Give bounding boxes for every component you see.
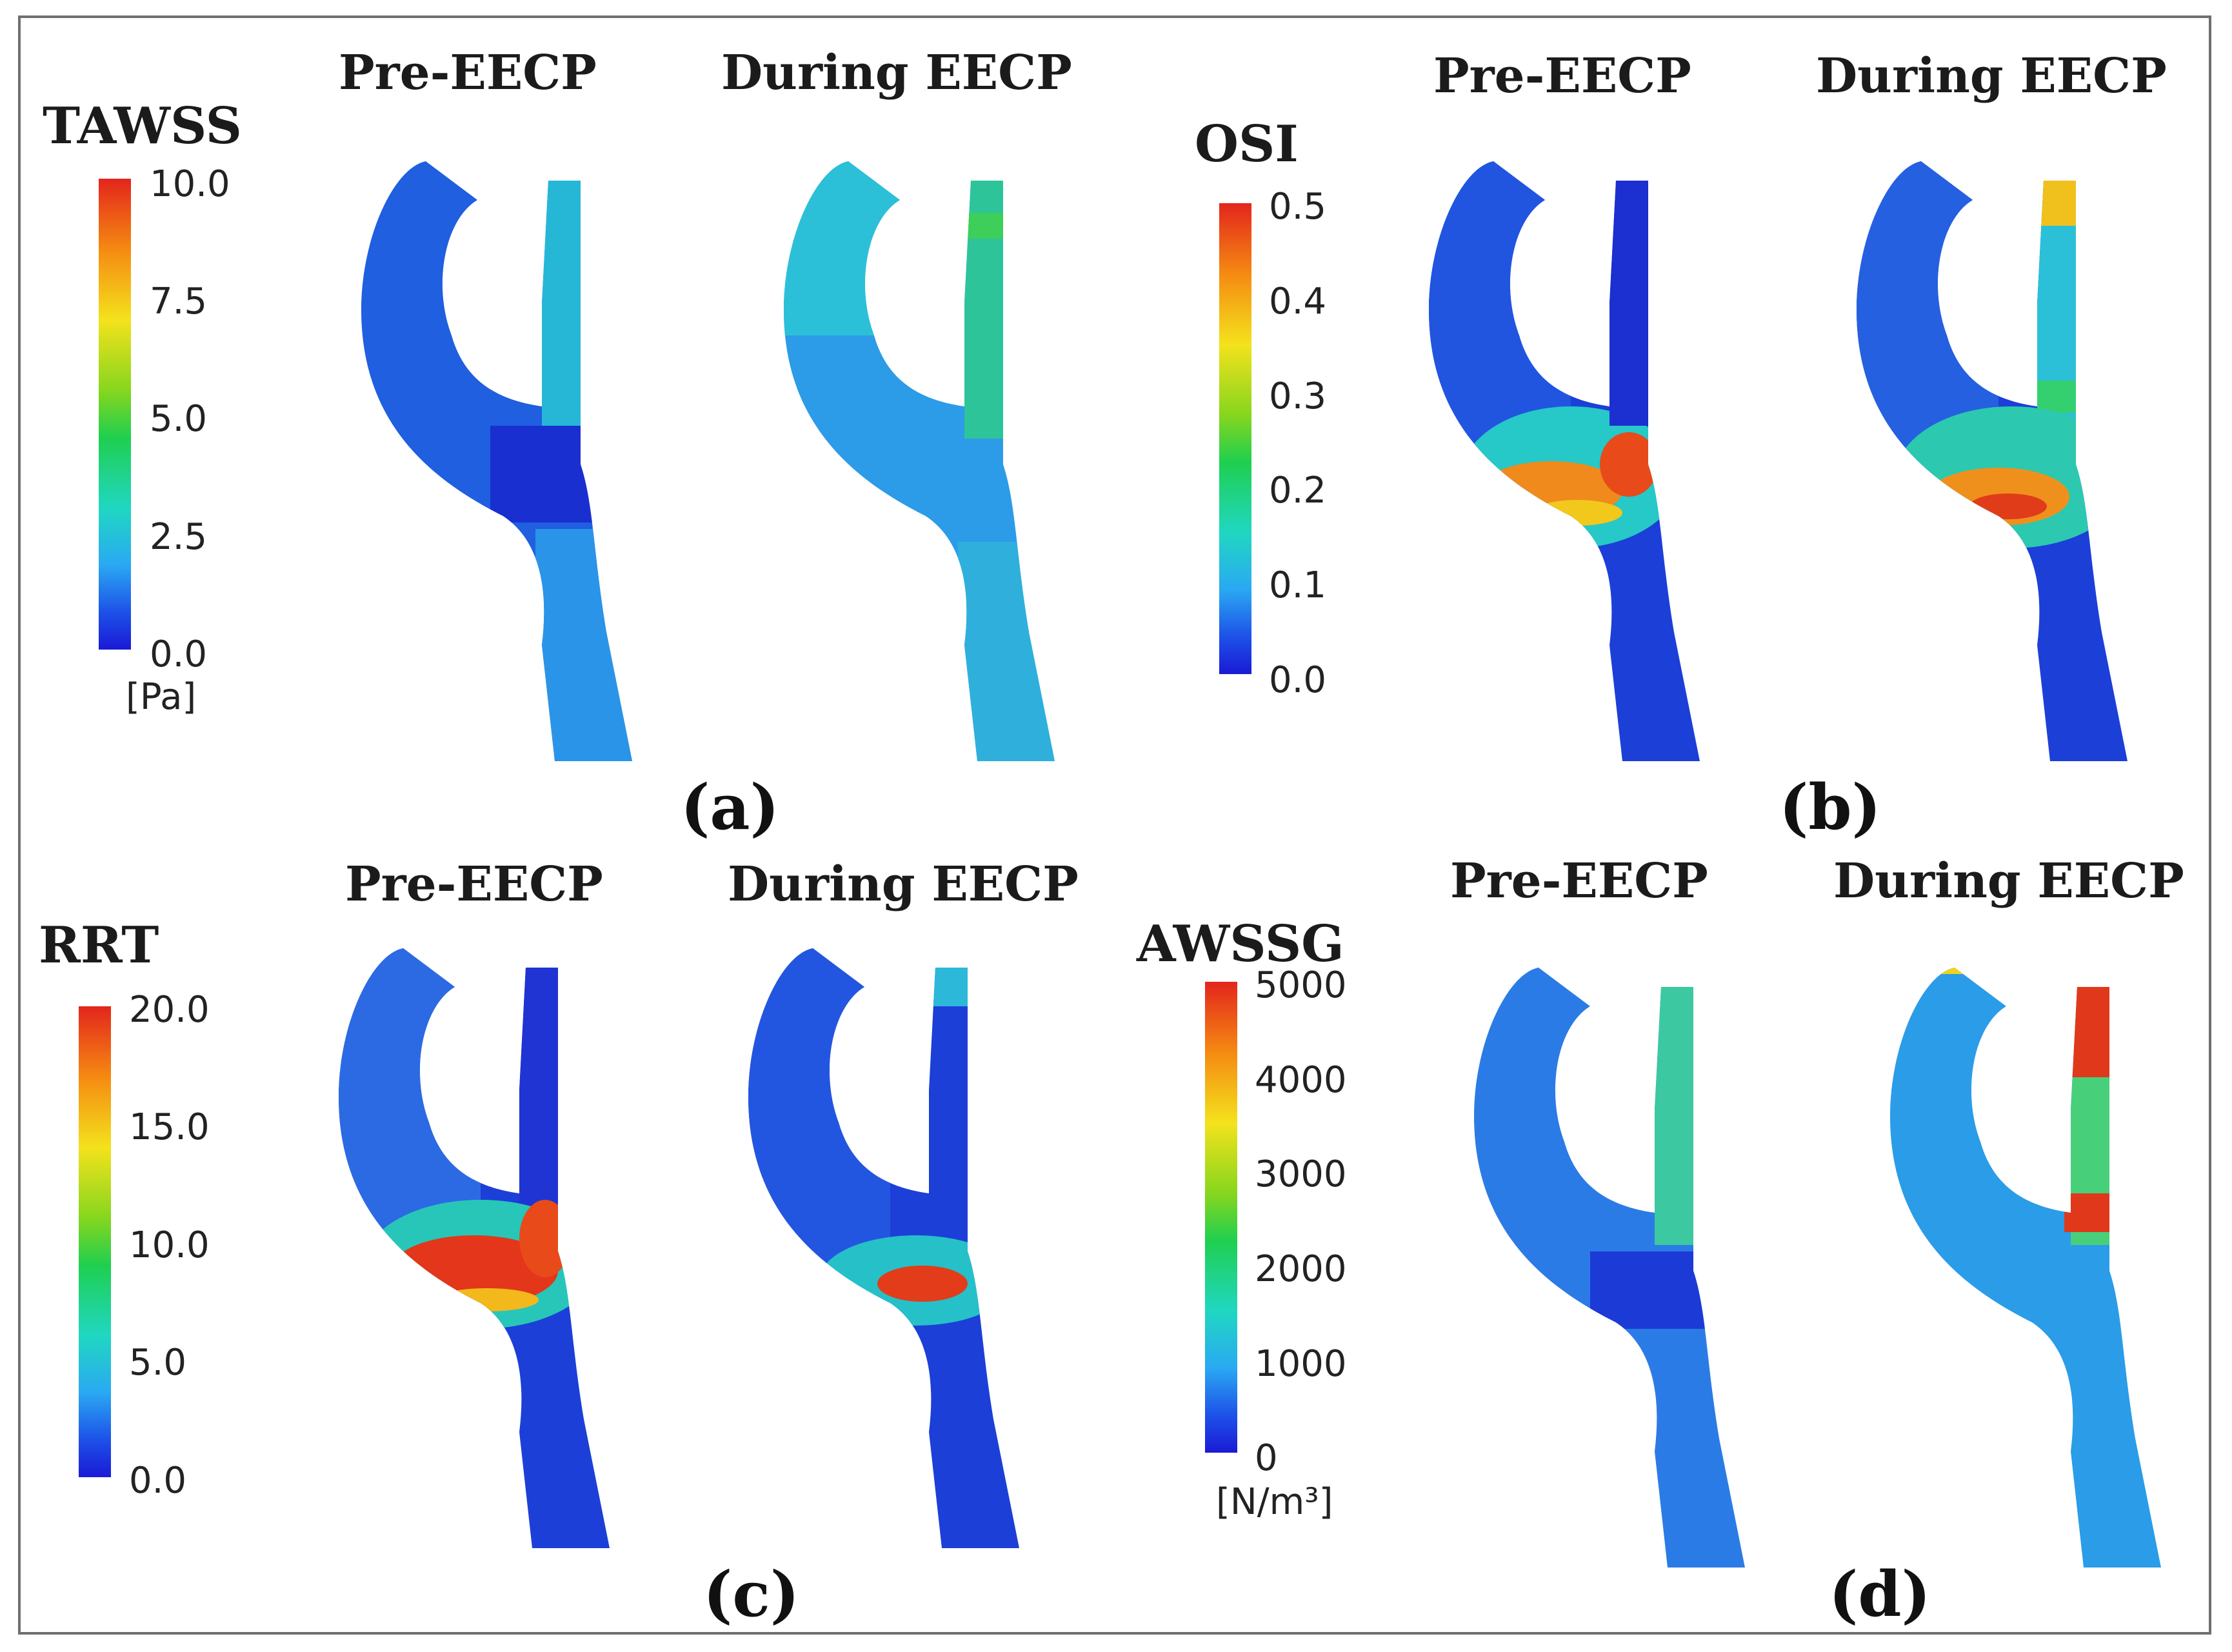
panel-letter: (b) — [1779, 771, 1881, 844]
colorbar-tick: 3000 — [1255, 1153, 1347, 1195]
colorbar-tick: 5000 — [1255, 964, 1347, 1006]
colorbar-tick: 4000 — [1255, 1059, 1347, 1101]
column-title-pre: Pre-EECP — [1450, 853, 1708, 909]
vessel-map-during — [784, 161, 1055, 761]
panel-letter: (c) — [703, 1558, 800, 1631]
colorbar — [1219, 203, 1251, 674]
colorbar-tick: 0.2 — [1269, 470, 1327, 512]
column-title-during: During EECP — [1816, 48, 2167, 104]
panel-letter: (d) — [1829, 1558, 1931, 1631]
colorbar-unit: [N/m³] — [1216, 1481, 1333, 1523]
colorbar-tick: 0.0 — [129, 1460, 187, 1502]
colorbar-tick: 0.0 — [150, 633, 208, 675]
column-title-during: During EECP — [1833, 853, 2184, 909]
vessel-map-pre — [361, 161, 632, 761]
colorbar-tick: 2.5 — [150, 516, 208, 558]
colorbar-title: RRT — [39, 916, 159, 975]
vessel-map-during — [1857, 161, 2127, 761]
column-title-pre: Pre-EECP — [339, 45, 597, 101]
colorbar-unit: [Pa] — [126, 676, 197, 718]
column-title-pre: Pre-EECP — [345, 857, 603, 912]
colorbar — [79, 1006, 111, 1477]
colorbar-tick: 0.0 — [1269, 659, 1327, 701]
colorbar-tick: 5.0 — [150, 398, 208, 440]
colorbar-tick: 15.0 — [129, 1106, 210, 1148]
colorbar — [1205, 982, 1237, 1453]
colorbar-tick: 2000 — [1255, 1248, 1347, 1290]
colorbar-tick: 10.0 — [129, 1224, 210, 1266]
vessel-map-pre — [1429, 161, 1700, 761]
colorbar-tick: 0.5 — [1269, 186, 1327, 228]
colorbar — [99, 179, 131, 650]
colorbar-tick: 20.0 — [129, 989, 210, 1031]
colorbar-tick: 5.0 — [129, 1342, 187, 1384]
colorbar-title: OSI — [1195, 115, 1299, 174]
vessel-map-during — [1890, 968, 2161, 1567]
vessel-map-pre — [1474, 968, 1745, 1567]
colorbar-tick: 0.4 — [1269, 281, 1327, 323]
colorbar-tick: 1000 — [1255, 1343, 1347, 1385]
column-title-during: During EECP — [721, 45, 1072, 101]
column-title-pre: Pre-EECP — [1433, 48, 1691, 104]
vessel-map-during — [748, 948, 1019, 1548]
colorbar-title: AWSSG — [1137, 915, 1344, 973]
colorbar-tick: 7.5 — [150, 281, 208, 323]
colorbar-tick: 0.1 — [1269, 564, 1327, 606]
colorbar-tick: 10.0 — [150, 163, 230, 205]
colorbar-title: TAWSS — [43, 97, 242, 155]
colorbar-tick: 0.3 — [1269, 375, 1327, 417]
vessel-map-pre — [339, 948, 610, 1548]
colorbar-tick: 0 — [1255, 1437, 1278, 1479]
column-title-during: During EECP — [728, 857, 1079, 912]
panel-letter: (a) — [681, 771, 780, 844]
